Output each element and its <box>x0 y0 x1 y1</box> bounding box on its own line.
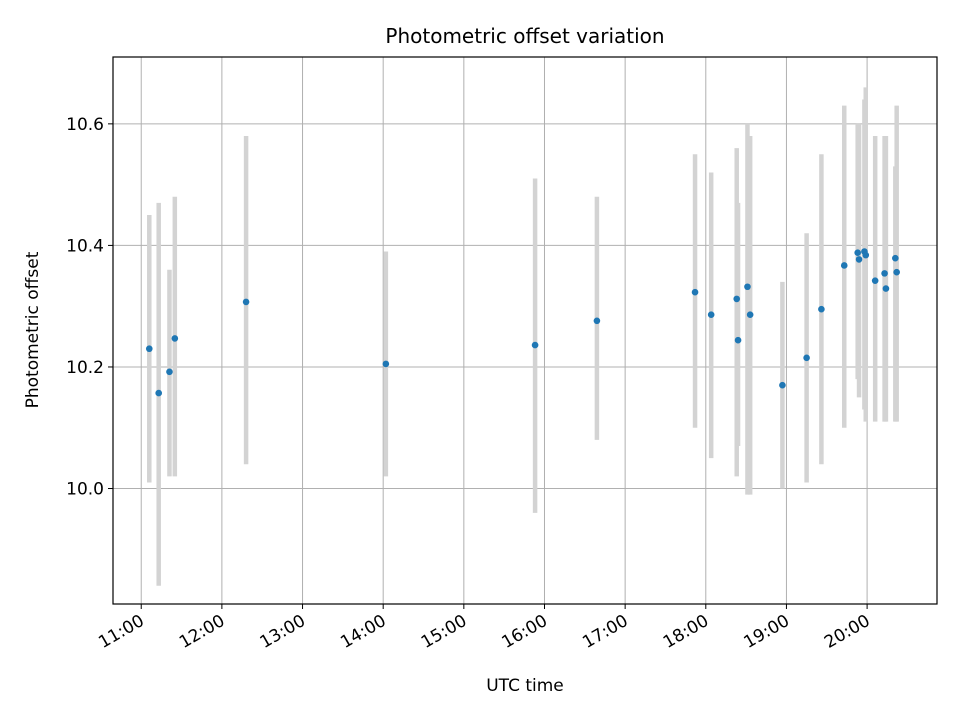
y-axis-label: Photometric offset <box>23 251 43 408</box>
data-point <box>746 311 754 318</box>
data-point <box>840 262 848 269</box>
y-axis-ticks: 10.0 10.2 10.4 10.6 <box>66 115 113 500</box>
data-point <box>871 277 879 284</box>
grid <box>113 57 937 604</box>
data-point <box>733 295 741 303</box>
data-point <box>707 311 715 318</box>
data-point <box>855 256 863 263</box>
data-point <box>242 298 250 306</box>
y-tick-label: 10.2 <box>66 358 104 378</box>
plot-frame <box>112 56 938 605</box>
data-point <box>734 336 742 344</box>
data-point <box>382 360 390 368</box>
x-axis-label: UTC time <box>486 676 564 696</box>
data-point <box>744 283 751 291</box>
data-point <box>881 270 888 277</box>
data-point <box>691 288 699 296</box>
data-point <box>155 389 163 397</box>
data-point <box>531 341 539 349</box>
y-tick-label: 10.6 <box>66 115 104 135</box>
data-point <box>854 249 861 257</box>
data-point <box>779 381 786 389</box>
y-tick-label: 10.0 <box>66 480 104 500</box>
data-point <box>593 317 601 325</box>
data-points <box>145 248 900 397</box>
data-point <box>893 268 900 276</box>
chart-title: Photometric offset variation <box>385 24 664 48</box>
data-point <box>862 251 870 259</box>
data-point <box>171 335 179 342</box>
data-point <box>166 368 173 376</box>
data-point <box>892 254 899 262</box>
y-tick-label: 10.4 <box>66 236 104 256</box>
data-point <box>818 305 825 313</box>
data-point <box>803 354 810 362</box>
data-point <box>882 285 890 292</box>
data-point <box>145 345 153 353</box>
